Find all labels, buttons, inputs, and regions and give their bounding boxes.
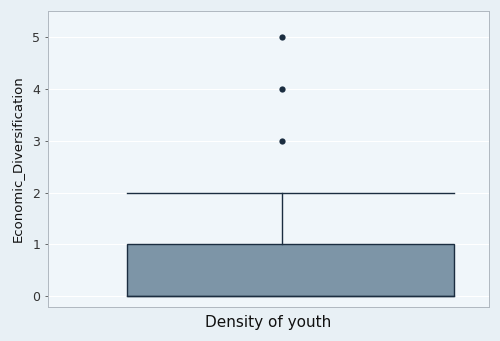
FancyBboxPatch shape <box>128 244 454 296</box>
Y-axis label: Economic_Diversification: Economic_Diversification <box>11 75 24 242</box>
X-axis label: Density of youth: Density of youth <box>206 315 332 330</box>
